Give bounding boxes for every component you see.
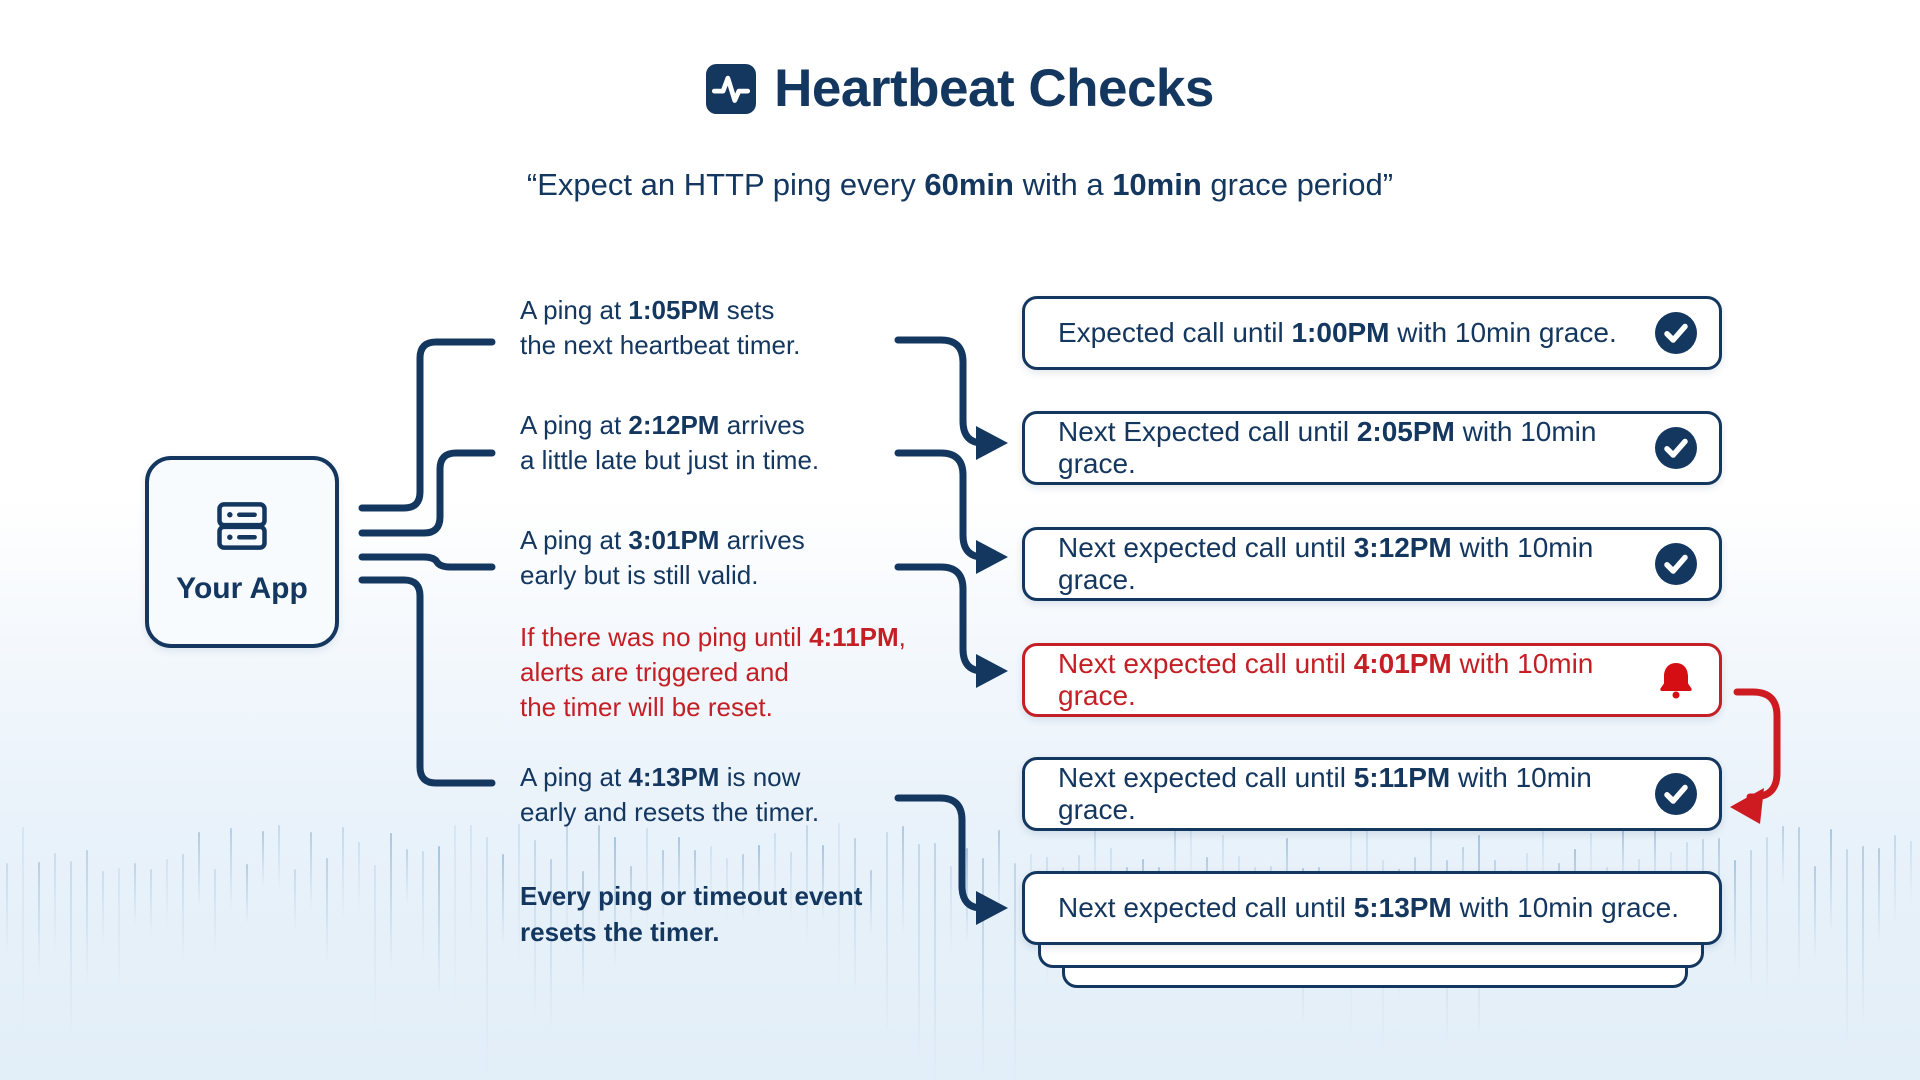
callout-text-1: Expected call until 1:00PM with 10min gr… [1058,317,1617,348]
connector-ping1-to-box2 [894,336,990,447]
subtitle: “Expect an HTTP ping every 60min with a … [526,167,1394,202]
connector-ping3-to-box4 [894,563,990,675]
connector-app-to-ping3 [358,553,496,571]
connector-app-to-ping1 [358,338,496,512]
callout-text-3: Next expected call until 3:12PM with 10m… [1058,532,1594,595]
page-title: Heartbeat Checks [774,59,1214,118]
server-icon [213,499,271,558]
annotation-5: A ping at 4:13PM is now early and resets … [520,762,820,827]
callout-box-6: Next expected call until 5:13PM with 10m… [1022,871,1722,945]
callout-box-4: Next expected call until 4:01PM with 10m… [1022,643,1722,717]
activity-icon [706,63,757,114]
callout-text-2: Next Expected call until 2:05PM with 10m… [1058,416,1597,479]
arrowhead-box4 [976,654,1008,688]
arrowhead-box2 [976,426,1008,460]
connector-ping5-to-box6 [894,794,990,912]
connector-app-to-ping2 [358,449,496,537]
arrowhead-box3 [976,540,1008,574]
check-icon [1655,427,1697,469]
annotation-6: Every ping or timeout event resets the ti… [520,881,863,947]
arrowhead-reset [1730,788,1764,824]
annotation-3: A ping at 3:01PM arrives early but is sti… [520,525,805,590]
annotation-4: If there was no ping until 4:11PM, alerts… [520,622,906,722]
callout-box-1: Expected call until 1:00PM with 10min gr… [1022,296,1722,370]
callout-text-5: Next expected call until 5:11PM with 10m… [1058,762,1592,825]
annotation-1: A ping at 1:05PM sets the next heartbeat … [520,295,801,360]
callout-box-3: Next expected call until 3:12PM with 10m… [1022,527,1722,601]
check-icon [1655,773,1697,815]
callout-box-2: Next Expected call until 2:05PM with 10m… [1022,411,1722,485]
callout-box-5: Next expected call until 5:11PM with 10m… [1022,757,1722,831]
annotation-2: A ping at 2:12PM arrives a little late bu… [520,410,820,475]
connector-app-to-ping4 [358,576,496,787]
check-icon [1655,312,1697,354]
arrowhead-box6 [976,891,1008,925]
bell-icon [1655,659,1697,701]
callout-text-6: Next expected call until 5:13PM with 10m… [1058,892,1679,923]
your-app-label: Your App [176,571,308,605]
callout-text-4: Next expected call until 4:01PM with 10m… [1058,648,1594,711]
your-app-box: Your App [145,456,339,648]
header: Heartbeat Checks [0,58,1920,119]
connector-alert-reset [1733,688,1781,801]
check-icon [1655,543,1697,585]
connector-ping2-to-box3 [894,449,990,561]
